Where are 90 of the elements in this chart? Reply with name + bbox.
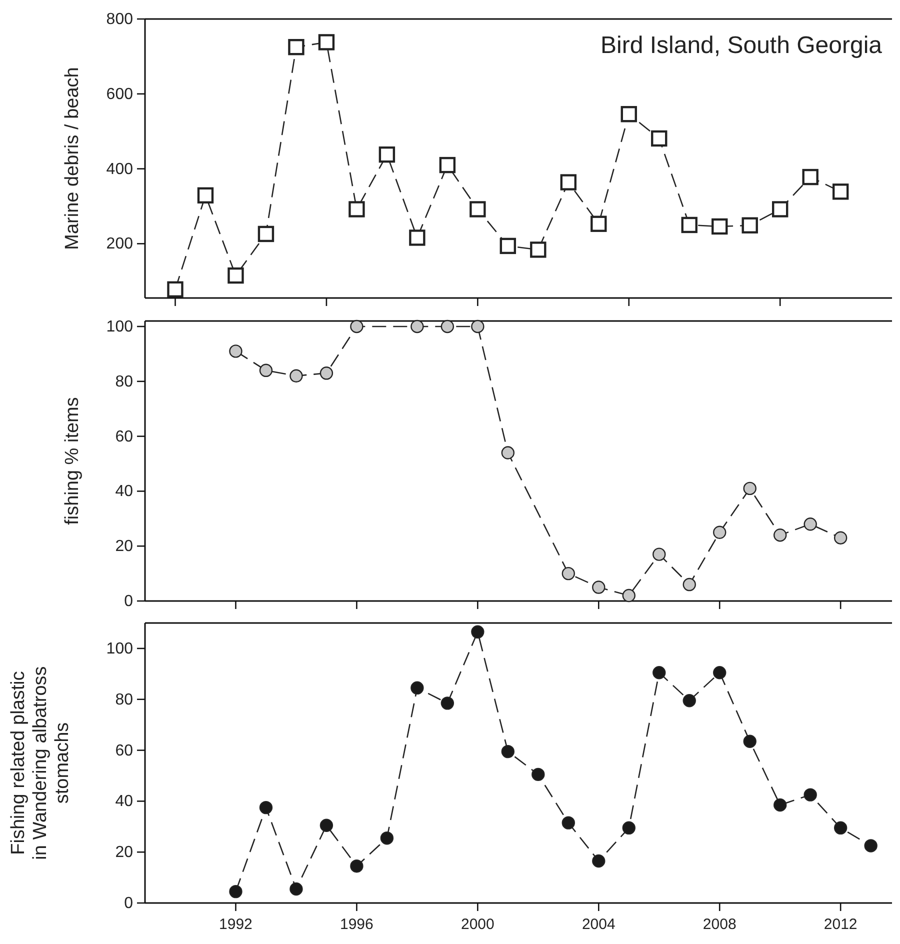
point (290, 882, 303, 896)
point (832, 184, 849, 200)
point (318, 34, 335, 50)
point (772, 201, 788, 218)
y-tick-label: 20 (115, 538, 134, 556)
point (622, 588, 636, 602)
y-tick-label: 400 (106, 160, 134, 178)
point (774, 528, 787, 542)
point (562, 566, 575, 580)
y-tick-label: 80 (115, 691, 134, 708)
point (197, 187, 214, 204)
point (742, 217, 758, 234)
y-tick-label: 80 (115, 373, 134, 390)
y-axis-title: fishing % items (62, 397, 83, 525)
point (743, 734, 756, 748)
point (713, 666, 726, 680)
point (320, 366, 334, 380)
point (439, 156, 456, 174)
point (620, 106, 637, 122)
point (440, 696, 454, 710)
y-tick-label: 60 (115, 742, 134, 760)
point (290, 369, 303, 382)
point (167, 281, 184, 298)
point (652, 548, 666, 561)
point (410, 320, 424, 334)
point (471, 320, 484, 334)
point (530, 242, 546, 258)
point (350, 859, 364, 873)
point (348, 201, 365, 218)
point (228, 267, 244, 284)
point (259, 364, 273, 378)
point (652, 666, 666, 680)
x-tick-label: 1996 (340, 916, 374, 933)
point (682, 578, 696, 592)
point (440, 320, 454, 334)
point (651, 130, 668, 147)
y-axis-title: Marine debris / beach (62, 67, 83, 250)
y-tick-label: 60 (115, 428, 134, 446)
point (713, 526, 726, 539)
point (501, 744, 515, 758)
point (229, 884, 242, 898)
point (562, 816, 575, 830)
x-tick-label: 2004 (582, 916, 616, 933)
point (712, 218, 728, 235)
point (834, 821, 848, 835)
point (681, 216, 698, 234)
point (258, 226, 274, 242)
y-tick-label: 0 (124, 593, 134, 610)
point (378, 146, 396, 163)
point (774, 798, 787, 812)
point (592, 580, 606, 594)
point (864, 839, 878, 852)
y-tick-label: 20 (115, 844, 134, 862)
point (802, 168, 818, 186)
y-tick-label: 100 (106, 640, 134, 658)
point (259, 800, 273, 814)
point (501, 446, 515, 460)
point (590, 216, 607, 232)
point (592, 854, 606, 868)
y-tick-label: 600 (106, 86, 134, 103)
x-tick-label: 2012 (824, 916, 858, 933)
y-tick-label: 200 (106, 236, 134, 253)
point (743, 482, 756, 496)
point (560, 174, 576, 190)
point (804, 518, 817, 531)
x-tick-label: 2008 (702, 916, 736, 933)
y-tick-label: 800 (106, 11, 134, 28)
point (500, 238, 516, 254)
point (410, 681, 424, 695)
point (682, 694, 696, 708)
point (229, 344, 242, 358)
y-axis-title: Fishing related plastic in Wandering albatross stomachs (8, 666, 73, 860)
y-tick-label: 40 (115, 483, 134, 500)
x-tick-label: 1992 (219, 916, 252, 933)
point (532, 768, 545, 782)
y-tick-label: 40 (115, 793, 134, 810)
x-tick-label: 2000 (460, 916, 494, 933)
point (288, 38, 304, 56)
point (804, 788, 817, 802)
point (622, 821, 636, 835)
point (834, 531, 848, 544)
point (380, 831, 394, 845)
point (470, 201, 486, 218)
y-tick-label: 0 (124, 895, 134, 912)
annotation: Bird Island, South Georgia (600, 32, 883, 59)
point (409, 230, 426, 246)
point (350, 320, 364, 334)
y-tick-label: 100 (106, 318, 134, 336)
point (320, 818, 334, 832)
point (471, 625, 484, 639)
